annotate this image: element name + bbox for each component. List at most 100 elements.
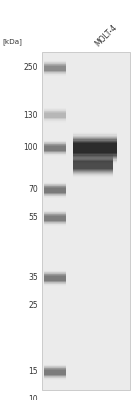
Bar — [44, 210, 66, 226]
Bar — [73, 140, 117, 156]
Text: 35: 35 — [28, 274, 38, 282]
Bar — [44, 112, 66, 118]
Bar — [44, 186, 66, 194]
Bar — [44, 185, 66, 195]
Bar — [44, 215, 66, 221]
Bar — [44, 271, 66, 285]
Bar — [44, 64, 66, 72]
Bar — [44, 367, 66, 377]
Bar — [73, 161, 113, 169]
Bar — [73, 152, 113, 178]
Text: 100: 100 — [23, 144, 38, 152]
Bar — [44, 144, 66, 152]
Bar — [73, 137, 117, 159]
Bar — [44, 140, 66, 156]
Bar — [44, 365, 66, 379]
Bar — [44, 273, 66, 283]
Bar — [44, 183, 66, 197]
Bar — [44, 274, 66, 282]
Bar — [44, 146, 66, 150]
Text: 250: 250 — [23, 64, 38, 72]
Bar — [44, 145, 66, 151]
Bar — [44, 275, 66, 281]
Bar — [44, 111, 66, 119]
Bar — [44, 211, 66, 225]
Bar — [44, 107, 66, 123]
Bar — [44, 184, 66, 196]
Bar — [44, 112, 66, 118]
Bar — [44, 368, 66, 376]
Text: [kDa]: [kDa] — [2, 38, 22, 45]
Text: 10: 10 — [28, 396, 38, 400]
Bar — [44, 368, 66, 376]
Bar — [44, 213, 66, 223]
Bar — [44, 188, 66, 192]
Bar — [44, 216, 66, 220]
Text: 130: 130 — [23, 110, 38, 120]
Bar — [44, 182, 66, 198]
Bar — [44, 109, 66, 121]
Bar — [44, 187, 66, 193]
Bar — [44, 108, 66, 122]
Bar — [44, 364, 66, 380]
Bar — [44, 214, 66, 222]
Bar — [44, 214, 66, 222]
Text: 15: 15 — [28, 368, 38, 376]
Bar — [44, 186, 66, 194]
Bar — [44, 111, 66, 119]
Bar — [44, 184, 66, 196]
Bar — [44, 60, 66, 76]
Bar — [73, 138, 117, 158]
Bar — [73, 156, 113, 174]
Bar — [44, 366, 66, 378]
Bar — [44, 60, 66, 76]
Bar — [44, 142, 66, 154]
Bar — [73, 159, 113, 171]
Bar — [44, 274, 66, 282]
Text: MOLT-4: MOLT-4 — [94, 22, 119, 48]
Bar — [44, 366, 66, 378]
Bar — [44, 364, 66, 380]
Text: 70: 70 — [28, 186, 38, 194]
Bar — [44, 144, 66, 152]
Bar — [73, 133, 117, 163]
Bar — [44, 140, 66, 156]
Bar — [44, 270, 66, 286]
Bar — [44, 66, 66, 70]
Bar — [73, 155, 113, 175]
Bar — [44, 272, 66, 284]
Bar — [73, 160, 113, 170]
Bar — [44, 270, 66, 286]
Bar — [44, 65, 66, 71]
Bar — [42, 52, 130, 390]
Bar — [73, 136, 117, 160]
Bar — [44, 212, 66, 224]
Bar — [73, 139, 117, 157]
Bar — [44, 141, 66, 155]
Bar — [44, 370, 66, 374]
Bar — [44, 369, 66, 375]
Bar — [44, 182, 66, 198]
Bar — [44, 212, 66, 224]
Bar — [73, 158, 113, 172]
Bar — [44, 110, 66, 120]
Bar — [44, 142, 66, 154]
Bar — [73, 132, 117, 164]
Bar — [44, 272, 66, 284]
Bar — [44, 64, 66, 72]
Bar — [73, 142, 117, 154]
Bar — [44, 62, 66, 74]
Bar — [44, 109, 66, 121]
Text: 25: 25 — [28, 300, 38, 310]
Bar — [44, 276, 66, 280]
Bar — [73, 154, 113, 176]
Bar — [73, 134, 117, 162]
Bar — [73, 143, 117, 153]
Bar — [44, 210, 66, 226]
Text: 55: 55 — [28, 214, 38, 222]
Bar — [73, 157, 113, 173]
Bar — [44, 61, 66, 75]
Bar — [44, 143, 66, 153]
Bar — [44, 63, 66, 73]
Bar — [44, 108, 66, 122]
